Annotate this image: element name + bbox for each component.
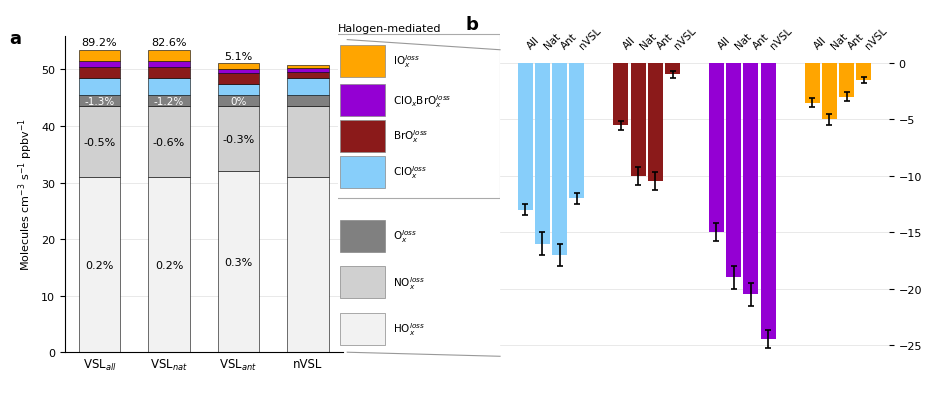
Bar <box>340 46 385 78</box>
Bar <box>340 156 385 188</box>
Bar <box>218 74 259 84</box>
Bar <box>287 68 329 73</box>
Bar <box>218 96 259 107</box>
Bar <box>613 64 629 126</box>
Y-axis label: Molecules cm$^{-3}$ s$^{-1}$ ppbv$^{-1}$: Molecules cm$^{-3}$ s$^{-1}$ ppbv$^{-1}$ <box>17 118 35 271</box>
Bar <box>148 177 190 352</box>
Text: 0.2%: 0.2% <box>155 260 183 270</box>
Text: ClO$_x$BrO$_x^{loss}$: ClO$_x$BrO$_x^{loss}$ <box>393 93 452 109</box>
Bar <box>857 64 871 81</box>
Bar <box>218 64 259 70</box>
Bar <box>805 64 820 103</box>
Bar <box>760 64 776 339</box>
Bar <box>535 64 550 244</box>
Text: 0.3%: 0.3% <box>224 257 253 267</box>
Bar <box>647 64 663 182</box>
Bar <box>665 64 680 75</box>
Text: IO$_x^{loss}$: IO$_x^{loss}$ <box>393 53 420 70</box>
Bar <box>79 68 120 79</box>
Bar <box>148 68 190 79</box>
Bar <box>744 64 758 294</box>
Text: -1.3%: -1.3% <box>84 96 115 106</box>
Bar <box>79 177 120 352</box>
Text: Halogen-mediated: Halogen-mediated <box>338 24 442 34</box>
Text: 5.1%: 5.1% <box>224 52 253 62</box>
Bar <box>340 313 385 345</box>
Bar <box>148 79 190 96</box>
Bar <box>340 266 385 299</box>
Text: 0.2%: 0.2% <box>85 260 114 270</box>
Bar <box>287 73 329 79</box>
Bar <box>287 66 329 68</box>
Bar <box>79 62 120 68</box>
Text: O$_x^{loss}$: O$_x^{loss}$ <box>393 228 418 245</box>
Bar <box>287 177 329 352</box>
Bar <box>79 107 120 177</box>
Bar <box>218 70 259 74</box>
Bar <box>218 172 259 352</box>
Text: HO$_x^{loss}$: HO$_x^{loss}$ <box>393 321 425 337</box>
Text: b: b <box>465 16 478 34</box>
Text: 89.2%: 89.2% <box>81 38 118 48</box>
Bar <box>340 220 385 252</box>
Bar <box>821 64 837 120</box>
FancyBboxPatch shape <box>336 35 500 199</box>
Bar <box>631 64 645 177</box>
Bar <box>148 51 190 62</box>
Bar <box>287 107 329 177</box>
Text: 82.6%: 82.6% <box>151 38 187 48</box>
Bar <box>709 64 724 232</box>
Bar <box>340 121 385 153</box>
Bar <box>79 51 120 62</box>
Bar <box>518 64 532 210</box>
Text: -0.3%: -0.3% <box>222 134 255 145</box>
Bar <box>148 62 190 68</box>
Bar <box>287 79 329 96</box>
Bar <box>148 96 190 107</box>
Text: BrO$_x^{loss}$: BrO$_x^{loss}$ <box>393 128 429 145</box>
Text: a: a <box>9 30 21 48</box>
Text: -1.2%: -1.2% <box>154 96 184 106</box>
Text: 0%: 0% <box>231 96 246 106</box>
Bar <box>569 64 584 199</box>
Bar <box>218 107 259 172</box>
Bar <box>340 85 385 117</box>
Text: -0.5%: -0.5% <box>83 137 116 147</box>
Text: -0.6%: -0.6% <box>153 137 185 147</box>
Bar <box>218 84 259 96</box>
Bar <box>79 96 120 107</box>
Bar <box>148 107 190 177</box>
Bar <box>726 64 742 278</box>
Bar <box>79 79 120 96</box>
Bar <box>287 96 329 107</box>
Text: ClO$_x^{loss}$: ClO$_x^{loss}$ <box>393 164 428 181</box>
Bar <box>552 64 568 255</box>
Bar <box>839 64 854 98</box>
Text: NO$_x^{loss}$: NO$_x^{loss}$ <box>393 274 425 291</box>
